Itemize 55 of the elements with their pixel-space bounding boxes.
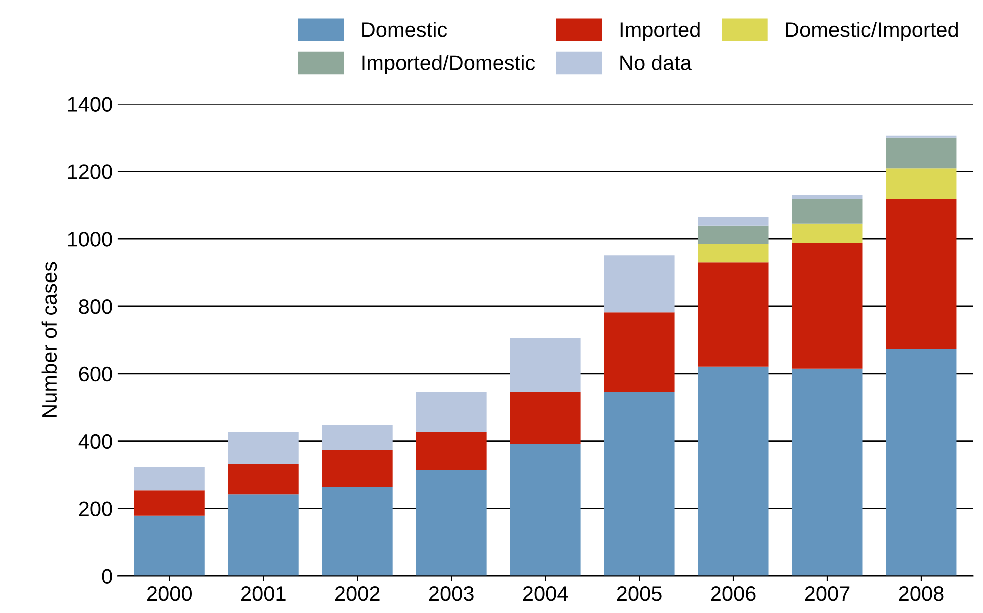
x-tick-label: 2002: [335, 586, 380, 602]
x-tick-label: 2005: [617, 586, 662, 602]
bar: [886, 199, 957, 350]
bar: [698, 366, 769, 576]
bar: [228, 432, 299, 464]
bar: [698, 217, 769, 226]
bar: [322, 450, 393, 488]
x-tick-label: 2004: [523, 586, 568, 602]
x-tick-label: 2001: [242, 586, 286, 602]
y-tick-label: 600: [79, 366, 112, 382]
bar: [416, 392, 487, 432]
bar: [604, 256, 675, 313]
y-tick-label: 200: [79, 502, 112, 517]
x-tick-label: 2000: [148, 586, 192, 602]
y-axis-title: Number of cases: [42, 262, 58, 418]
bar: [416, 470, 487, 576]
bar: [792, 243, 863, 369]
bar: [604, 392, 675, 576]
bar: [322, 425, 393, 450]
bar: [604, 312, 675, 392]
x-tick-label: 2003: [429, 586, 474, 602]
bar: [698, 244, 769, 263]
y-tick-label: 400: [78, 434, 112, 450]
bar: [322, 487, 393, 576]
bar: [510, 392, 581, 444]
bar: [792, 224, 863, 244]
legend-label: No data: [620, 55, 692, 70]
bar: [510, 338, 581, 392]
x-tick-label: 2007: [805, 586, 850, 602]
bar: [134, 516, 205, 576]
bar: [510, 444, 581, 576]
bar: [134, 490, 205, 516]
y-tick-label: 1200: [68, 164, 112, 180]
legend-label: Domestic: [362, 22, 448, 38]
bar: [134, 466, 205, 491]
bar: [698, 226, 769, 244]
bar: [886, 138, 957, 169]
bar: [886, 349, 957, 576]
bar: [792, 195, 863, 200]
x-tick-label: 2006: [711, 586, 756, 602]
bar: [416, 432, 487, 470]
bar: [886, 168, 957, 200]
bar: [228, 494, 299, 576]
y-tick-label: 0: [102, 569, 112, 584]
legend-label: Domestic/Imported: [786, 22, 958, 42]
y-tick-label: 800: [79, 300, 112, 314]
bar: [792, 368, 863, 576]
legend-label: Imported/Domestic: [362, 55, 536, 75]
bar: [698, 262, 769, 367]
bar: [228, 464, 299, 495]
y-tick-label: 1400: [68, 97, 112, 112]
bar: [792, 199, 863, 224]
legend-label: Imported: [620, 22, 700, 42]
x-tick-label: 2008: [899, 586, 944, 602]
y-tick-label: 1000: [68, 232, 112, 247]
